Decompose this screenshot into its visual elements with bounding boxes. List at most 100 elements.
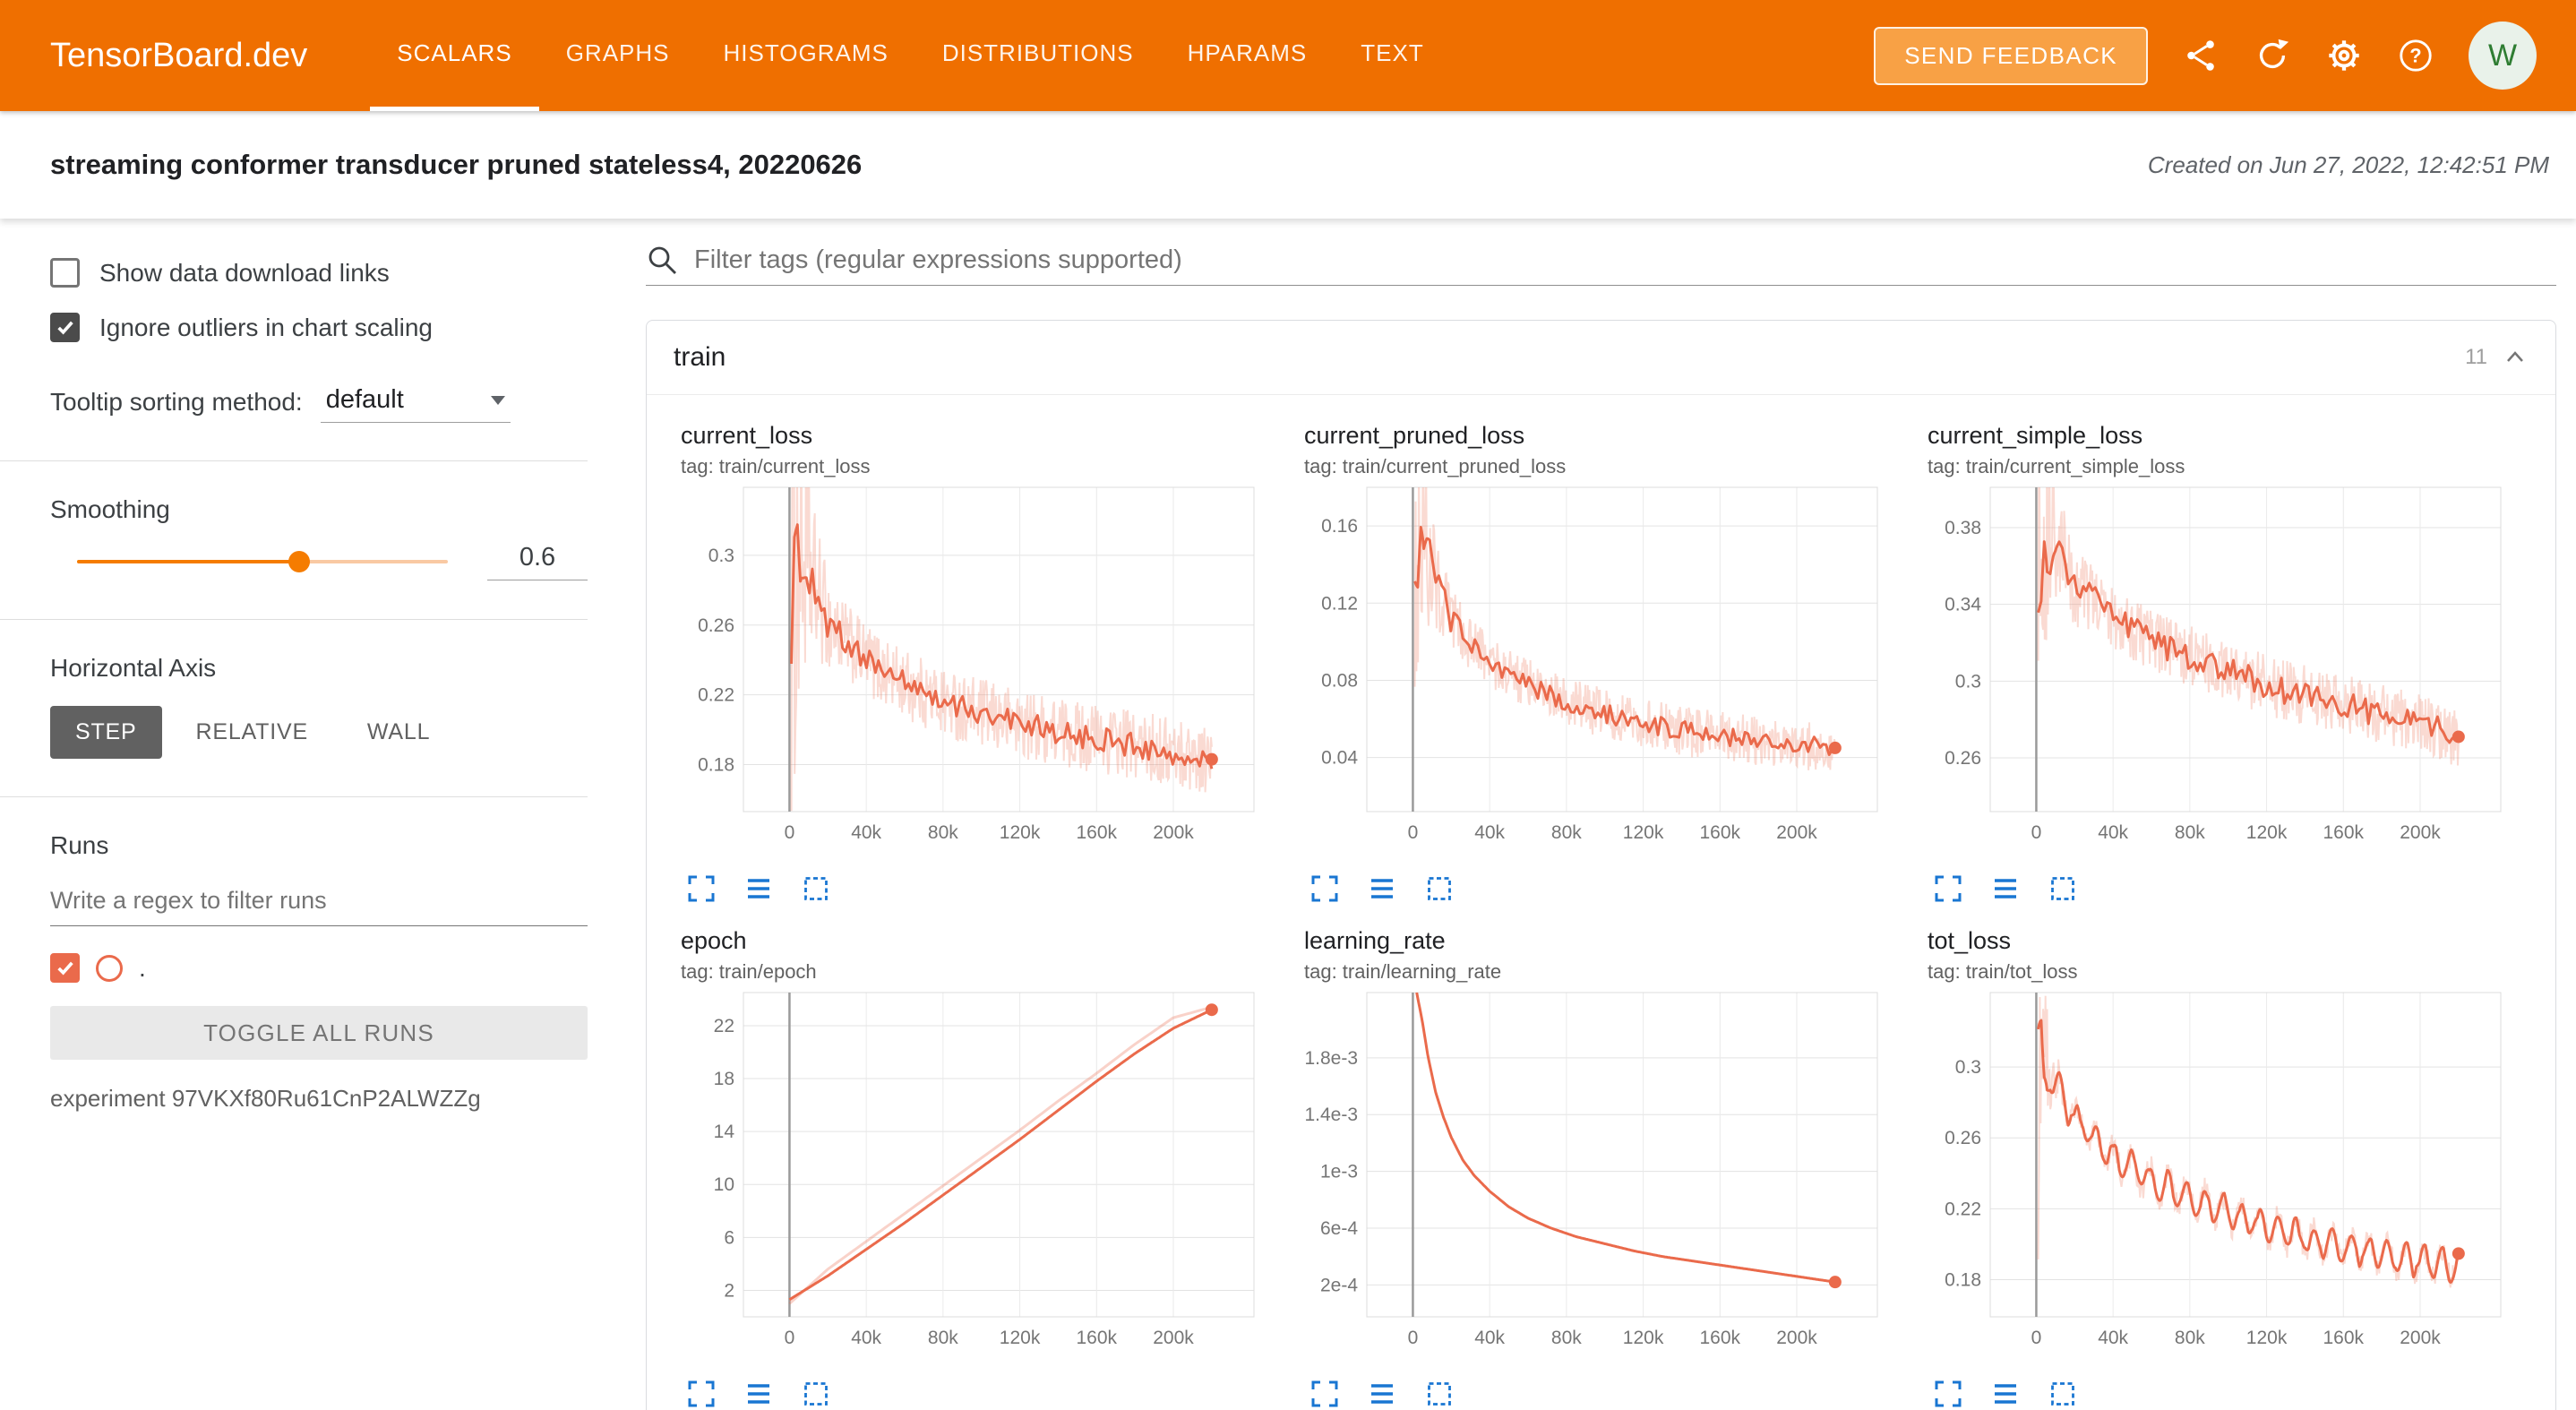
data-table-icon[interactable] [743,1379,774,1409]
svg-text:0.18: 0.18 [1945,1269,1981,1290]
svg-text:40k: 40k [2098,1328,2128,1348]
horizontal-axis-buttons: STEP RELATIVE WALL [50,706,588,759]
run-item[interactable]: . [50,953,588,983]
svg-text:0.18: 0.18 [698,754,734,775]
svg-text:120k: 120k [2246,1328,2288,1348]
chart-plot[interactable]: 0.18 0.22 0.26 0.3 0 40k 80k 120k 160k 200k [674,480,1265,865]
svg-text:80k: 80k [928,822,958,843]
svg-text:0.26: 0.26 [1945,1128,1981,1148]
chart-toolbar [1309,873,1906,904]
smoothing-value[interactable]: 0.6 [487,543,588,580]
fit-domain-icon[interactable] [1424,1379,1455,1409]
experiment-bar: streaming conformer transducer pruned st… [0,111,2576,219]
card-header-right: 11 [2465,344,2529,371]
chart-tag: tag: train/current_pruned_loss [1304,455,1567,477]
tab-histograms[interactable]: HISTOGRAMS [723,39,889,66]
svg-text:0: 0 [785,1328,795,1348]
smoothing-slider[interactable] [77,542,448,581]
refresh-icon[interactable] [2254,37,2291,74]
data-table-icon[interactable] [1367,873,1397,904]
chart-plot[interactable]: 2e-4 6e-4 1e-3 1.4e-3 1.8e-3 0 40k 80k 120k 160k 2… [1297,985,1888,1371]
smoothing-row: 0.6 [50,542,588,581]
fit-domain-icon[interactable] [801,1379,831,1409]
svg-text:0.16: 0.16 [1321,516,1358,537]
run-checkbox[interactable] [50,953,80,983]
run-color-swatch[interactable] [96,954,123,982]
avatar[interactable]: W [2469,21,2537,90]
svg-text:0: 0 [1408,822,1419,843]
toggle-all-runs-button[interactable]: TOGGLE ALL RUNS [50,1006,588,1060]
svg-text:0: 0 [1408,1328,1419,1348]
experiment-title: streaming conformer transducer pruned st… [50,149,863,180]
svg-text:160k: 160k [1700,1328,1741,1348]
svg-text:120k: 120k [1000,1328,1041,1348]
expand-chart-icon[interactable] [1309,1379,1340,1409]
svg-text:1e-3: 1e-3 [1320,1162,1358,1182]
chart-toolbar [1933,1379,2529,1409]
data-table-icon[interactable] [1990,873,2021,904]
data-table-icon[interactable] [743,873,774,904]
svg-text:80k: 80k [2175,822,2205,843]
runs-filter-input[interactable] [50,881,588,926]
chart-plot[interactable]: 0.18 0.22 0.26 0.3 0 40k 80k 120k 160k 200k [1920,985,2512,1371]
send-feedback-button[interactable]: SEND FEEDBACK [1874,26,2148,85]
svg-text:0.04: 0.04 [1321,748,1358,769]
chart-plot[interactable]: 0.26 0.3 0.34 0.38 0 40k 80k 120k 160k 200k [1920,480,2512,865]
help-icon[interactable]: ? [2397,37,2434,74]
tab-hparams[interactable]: HPARAMS [1187,39,1308,66]
show-download-links-row[interactable]: Show data download links [50,258,588,288]
axis-relative-button[interactable]: RELATIVE [195,719,308,744]
chart-tag: tag: train/epoch [681,960,817,983]
fit-domain-icon[interactable] [1424,873,1455,904]
app-logo[interactable]: TensorBoard.dev [50,36,308,74]
svg-text:200k: 200k [2400,1328,2441,1348]
settings-icon[interactable] [2325,37,2363,74]
axis-wall-button[interactable]: WALL [366,719,431,744]
divider [0,460,588,461]
svg-text:160k: 160k [1077,822,1118,843]
tab-distributions[interactable]: DISTRIBUTIONS [941,39,1134,66]
ignore-outliers-checkbox[interactable] [50,313,80,342]
axis-step-button[interactable]: STEP [50,706,162,759]
svg-text:120k: 120k [1623,822,1664,843]
tag-filter-input[interactable] [692,244,2556,276]
divider [0,619,588,620]
fit-domain-icon[interactable] [801,873,831,904]
svg-text:0: 0 [785,822,795,843]
svg-text:0.38: 0.38 [1945,518,1981,538]
fit-domain-icon[interactable] [2048,1379,2078,1409]
chart-toolbar [1309,1379,1906,1409]
expand-chart-icon[interactable] [1933,1379,1963,1409]
tab-text[interactable]: TEXT [1361,39,1424,66]
train-card-header[interactable]: train 11 [647,321,2555,395]
tab-scalars[interactable]: SCALARS [370,0,539,111]
tab-graphs[interactable]: GRAPHS [565,39,670,66]
svg-text:160k: 160k [1700,822,1741,843]
svg-text:80k: 80k [1551,1328,1582,1348]
tooltip-sorting-dropdown[interactable]: default [320,382,511,423]
expand-chart-icon[interactable] [1933,873,1963,904]
svg-text:80k: 80k [1551,822,1582,843]
svg-text:0.34: 0.34 [1945,595,1981,615]
expand-chart-icon[interactable] [686,1379,717,1409]
chart-tile: epoch tag: train/epoch 2 6 10 14 18 22 0 40k 80k 12… [674,927,1283,1409]
tooltip-sorting-label: Tooltip sorting method: [50,388,303,416]
smoothing-slider-thumb[interactable] [288,551,311,572]
chart-tag: tag: train/learning_rate [1304,960,1502,983]
expand-chart-icon[interactable] [1309,873,1340,904]
ignore-outliers-row[interactable]: Ignore outliers in chart scaling [50,313,588,342]
fit-domain-icon[interactable] [2048,873,2078,904]
svg-text:0: 0 [2031,1328,2042,1348]
svg-text:80k: 80k [2175,1328,2205,1348]
data-table-icon[interactable] [1990,1379,2021,1409]
svg-text:0.22: 0.22 [1945,1199,1981,1219]
share-icon[interactable] [2182,37,2220,74]
chart-plot[interactable]: 2 6 10 14 18 22 0 40k 80k 120k 160k 200k [674,985,1265,1371]
chart-title: epoch [681,927,747,954]
show-download-links-checkbox[interactable] [50,258,80,288]
data-table-icon[interactable] [1367,1379,1397,1409]
tooltip-sorting-row: Tooltip sorting method: default [50,382,588,423]
expand-chart-icon[interactable] [686,873,717,904]
chart-plot[interactable]: 0.04 0.08 0.12 0.16 0 40k 80k 120k 160k 200k [1297,480,1888,865]
chevron-up-icon[interactable] [2502,344,2529,371]
